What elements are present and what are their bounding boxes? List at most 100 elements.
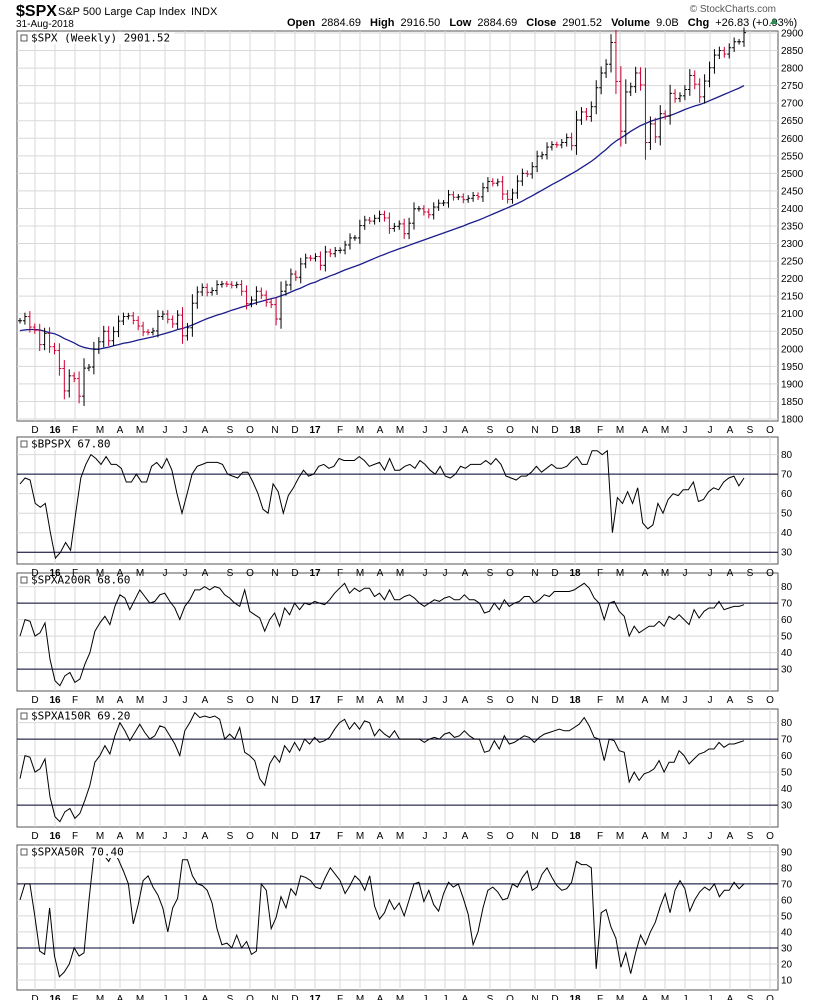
price-bar xyxy=(441,199,446,207)
x-tick-label: O xyxy=(766,568,774,579)
x-tick-label: M xyxy=(396,695,404,706)
x-tick-label: O xyxy=(506,831,514,842)
price-bar xyxy=(52,342,57,355)
price-bar xyxy=(658,105,663,146)
y-tick-label: 50 xyxy=(781,509,793,520)
high-label: High xyxy=(370,17,395,29)
y-tick-label: 2800 xyxy=(781,64,804,75)
panel-title: $SPXA200R 68.60 xyxy=(18,574,135,587)
price-bar xyxy=(382,210,387,222)
x-tick-label: F xyxy=(337,568,343,579)
price-bar xyxy=(653,117,658,143)
panel-frame xyxy=(16,436,779,565)
y-tick-label: 2700 xyxy=(781,99,804,110)
x-tick-label: J xyxy=(683,831,688,842)
x-tick-label: J xyxy=(708,425,713,436)
price-bar xyxy=(42,327,47,351)
x-tick-label: 16 xyxy=(49,994,61,1000)
x-tick-label: 18 xyxy=(569,695,581,706)
price-bar xyxy=(643,67,648,160)
price-bar xyxy=(712,49,717,74)
y-tick-label: 2550 xyxy=(781,151,804,162)
price-bar xyxy=(510,188,515,204)
price-bar xyxy=(682,85,687,101)
x-tick-label: M xyxy=(356,568,364,579)
x-tick-label: J xyxy=(708,994,713,1000)
x-tick-label: A xyxy=(377,831,384,842)
ohlc-readout: Open 2884.69 High 2916.50 Low 2884.69 Cl… xyxy=(287,17,797,29)
y-tick-label: 80 xyxy=(781,863,793,874)
x-tick-label: J xyxy=(163,425,168,436)
x-tick-label: 16 xyxy=(49,695,61,706)
price-bar xyxy=(574,110,579,155)
x-tick-label: S xyxy=(747,568,754,579)
price-bar xyxy=(727,43,732,59)
price-bar xyxy=(732,37,737,53)
y-tick-label: 50 xyxy=(781,911,793,922)
price-bar xyxy=(293,270,298,281)
x-tick-label: J xyxy=(163,568,168,579)
price-bar xyxy=(259,287,264,299)
x-tick-label: M xyxy=(616,425,624,436)
x-tick-label: 17 xyxy=(309,695,321,706)
x-tick-label: A xyxy=(727,831,734,842)
price-bar xyxy=(604,59,609,79)
x-tick-label: O xyxy=(246,425,254,436)
x-tick-label: A xyxy=(462,831,469,842)
panel-icon xyxy=(20,576,28,584)
x-tick-label: M xyxy=(356,695,364,706)
price-bar xyxy=(269,298,274,309)
x-tick-label: J xyxy=(163,695,168,706)
price-bar xyxy=(490,178,495,187)
x-tick-label: S xyxy=(487,568,494,579)
x-tick-label: D xyxy=(551,695,558,706)
x-tick-label: A xyxy=(727,568,734,579)
price-bar xyxy=(500,175,505,200)
y-tick-label: 2500 xyxy=(781,169,804,180)
x-tick-label: M xyxy=(661,994,669,1000)
price-bar xyxy=(254,286,259,306)
y-tick-label: 70 xyxy=(781,599,793,610)
x-tick-label: F xyxy=(72,695,78,706)
price-bar xyxy=(456,193,461,201)
price-bar xyxy=(362,215,367,230)
panel-title: $BPSPX 67.80 xyxy=(18,438,115,451)
price-bar xyxy=(549,141,554,151)
x-tick-label: J xyxy=(708,831,713,842)
x-tick-label: M xyxy=(96,425,104,436)
x-tick-label: N xyxy=(271,568,278,579)
y-tick-label: 2600 xyxy=(781,134,804,145)
symbol-text: $SPX xyxy=(16,3,57,20)
x-tick-label: A xyxy=(377,994,384,1000)
price-bar xyxy=(416,205,421,212)
indicator-line xyxy=(19,711,745,823)
price-bar xyxy=(692,70,697,90)
x-tick-label: D xyxy=(291,568,298,579)
y-tick-label: 50 xyxy=(781,768,793,779)
x-tick-label: N xyxy=(271,994,278,1000)
panel-title-text: $BPSPX 67.80 xyxy=(31,438,110,451)
y-tick-label: 30 xyxy=(781,801,793,812)
price-bar xyxy=(426,208,431,219)
x-tick-label: 17 xyxy=(309,831,321,842)
x-tick-label: J xyxy=(423,695,428,706)
x-tick-label: S xyxy=(227,425,234,436)
y-tick-label: 2650 xyxy=(781,116,804,127)
price-bar xyxy=(525,170,530,178)
x-tick-label: A xyxy=(117,425,124,436)
y-tick-label: 90 xyxy=(781,847,793,858)
price-bar xyxy=(564,133,569,147)
chart-header: $SPX S&P 500 Large Cap Index INDX 31-Aug… xyxy=(16,3,797,30)
x-tick-label: M xyxy=(661,695,669,706)
x-tick-label: 18 xyxy=(569,994,581,1000)
x-tick-label: S xyxy=(487,425,494,436)
y-tick-label: 2450 xyxy=(781,186,804,197)
low-value: 2884.69 xyxy=(477,17,517,29)
x-tick-label: A xyxy=(642,695,649,706)
panel-spxa50r: 10 20 30 40 50 60 70 80 90 $SPXA50R 70.40 xyxy=(16,844,793,991)
price-bar xyxy=(121,312,126,326)
x-tick-label: A xyxy=(462,568,469,579)
x-tick-label: A xyxy=(642,568,649,579)
y-tick-label: 40 xyxy=(781,528,793,539)
x-tick-label: 16 xyxy=(49,568,61,579)
